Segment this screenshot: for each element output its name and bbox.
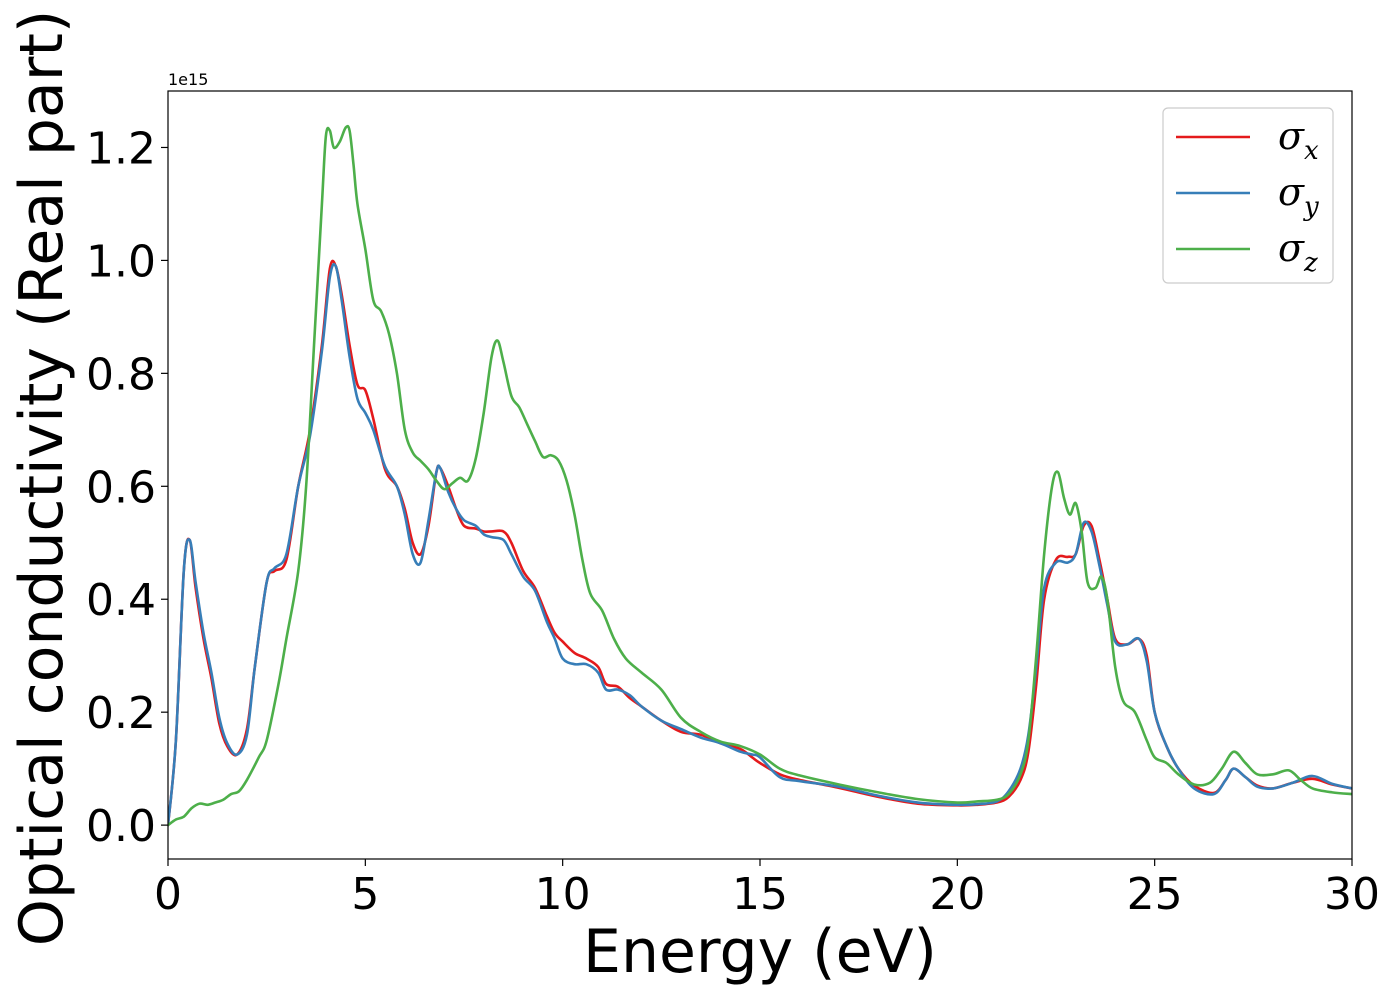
y-tick-label: 0.0	[86, 801, 156, 852]
x-tick-label: 0	[154, 869, 182, 920]
x-axis-label: Energy (eV)	[583, 917, 937, 987]
legend-label-sigma-x: σx	[1278, 114, 1319, 166]
x-tick-label: 5	[351, 869, 379, 920]
legend-subscript: x	[1304, 136, 1319, 166]
series-layer	[168, 124, 1352, 827]
x-tick-label: 20	[929, 869, 985, 920]
y-tick-label: 1.2	[86, 123, 156, 174]
legend-subscript: y	[1303, 192, 1319, 222]
legend-frame	[1162, 107, 1334, 284]
y-tick-label: 0.6	[86, 462, 156, 513]
y-axis-offset-text: 1e15	[168, 70, 208, 89]
legend-symbol: σ	[1278, 114, 1305, 158]
y-axis-ticks: 0.0 0.2 0.4 0.6 0.8 1.0 1.2	[86, 123, 168, 852]
y-tick-label: 0.8	[86, 349, 156, 400]
y-axis-label: Optical conductivity (Real part)	[7, 10, 77, 947]
legend-subscript: z	[1303, 248, 1318, 278]
y-tick-label: 1.0	[86, 236, 156, 287]
x-tick-label: 10	[535, 869, 591, 920]
y-tick-label: 0.4	[86, 575, 156, 626]
series-line-sigma-z	[168, 124, 1352, 827]
x-tick-label: 30	[1324, 869, 1380, 920]
legend-label-sigma-y: σy	[1278, 170, 1319, 222]
legend-symbol: σ	[1278, 226, 1305, 270]
legend-label-sigma-z: σz	[1278, 226, 1318, 278]
y-tick-label: 0.2	[86, 688, 156, 739]
series-line-sigma-y	[168, 262, 1352, 827]
x-tick-label: 25	[1127, 869, 1183, 920]
x-tick-label: 15	[732, 869, 788, 920]
x-axis-ticks: 0 5 10 15 20 25 30	[154, 859, 1380, 920]
series-line-sigma-x	[168, 259, 1352, 827]
legend-symbol: σ	[1278, 170, 1305, 214]
